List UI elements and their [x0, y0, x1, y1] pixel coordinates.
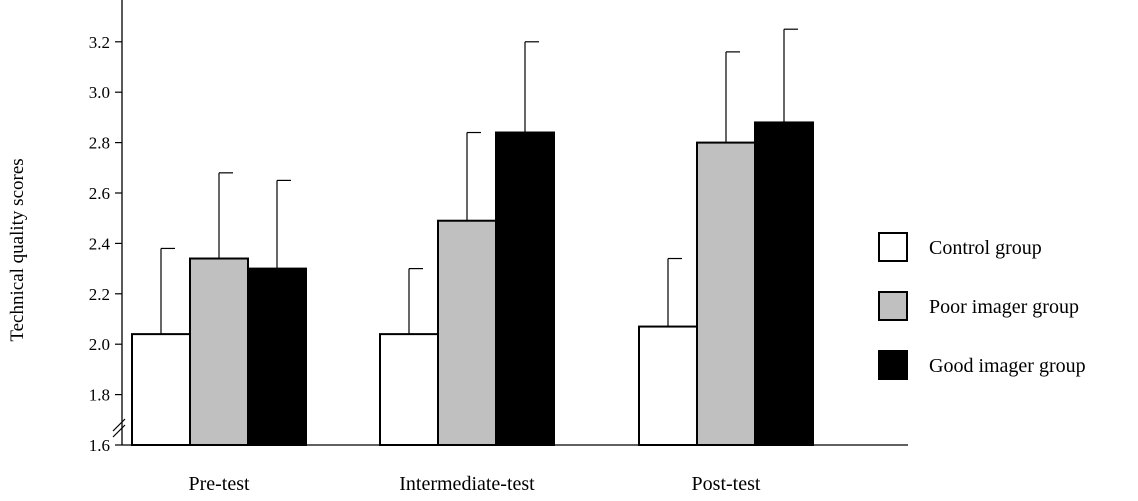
y-tick-label: 1.6 [89, 436, 110, 455]
y-axis-title: Technical quality scores [7, 158, 28, 341]
legend-swatch [878, 350, 908, 380]
axis-break-mark [112, 418, 126, 432]
chart-error-bars [160, 28, 798, 335]
y-tick-label: 1.8 [89, 386, 110, 405]
x-category-label: Pre-test [188, 473, 250, 495]
x-category-label: Intermediate-test [399, 473, 535, 495]
y-tick-label: 2.8 [89, 134, 110, 153]
bar-control-group [131, 333, 191, 446]
legend-label: Control group [929, 237, 1042, 259]
bar-control-group [379, 333, 439, 446]
bar-poor-imager-group [696, 141, 756, 446]
y-tick-label: 2.4 [89, 234, 111, 253]
chart-bars [131, 121, 814, 447]
legend-swatch [878, 232, 908, 262]
bar-poor-imager-group [189, 257, 249, 446]
chart-legend: Control group Poor imager group Good image… [878, 232, 1086, 380]
axis-break-mark [112, 424, 126, 438]
bar-control-group [638, 325, 698, 446]
bar-good-imager-group [754, 121, 814, 446]
legend-label: Poor imager group [929, 296, 1079, 318]
legend-label: Good imager group [929, 355, 1086, 377]
legend-swatch [878, 291, 908, 321]
y-tick-label: 2.0 [89, 335, 110, 354]
bar-poor-imager-group [437, 219, 497, 446]
y-tick-label: 2.6 [89, 184, 110, 203]
bar-good-imager-group [495, 131, 555, 447]
bar-good-imager-group [247, 267, 307, 446]
y-tick-label: 3.2 [89, 33, 110, 52]
y-tick-label: 2.2 [89, 285, 110, 304]
chart-labels: 1.6 1.8 2.0 2.2 2.4 2.6 2.8 3.0 3.2 Technical qua… [7, 33, 761, 495]
x-category-label: Post-test [692, 473, 761, 495]
y-tick-label: 3.0 [89, 83, 110, 102]
